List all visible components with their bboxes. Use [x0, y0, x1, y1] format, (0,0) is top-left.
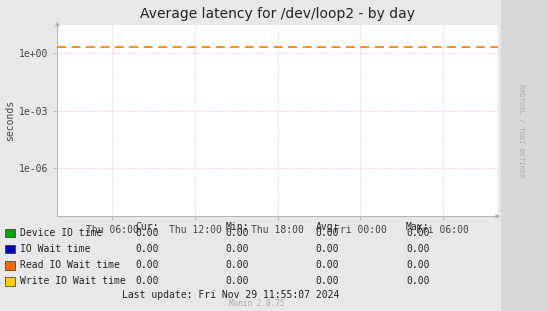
Text: Avg:: Avg:	[316, 222, 339, 232]
Text: 0.00: 0.00	[135, 228, 159, 238]
Text: 0.00: 0.00	[316, 244, 339, 254]
Text: 0.00: 0.00	[406, 260, 429, 270]
Text: IO Wait time: IO Wait time	[20, 244, 90, 254]
Text: 0.00: 0.00	[225, 260, 249, 270]
Text: Max:: Max:	[406, 222, 429, 232]
Text: Min:: Min:	[225, 222, 249, 232]
Text: 0.00: 0.00	[406, 244, 429, 254]
Text: Read IO Wait time: Read IO Wait time	[20, 260, 120, 270]
Text: 0.00: 0.00	[225, 244, 249, 254]
Text: Cur:: Cur:	[135, 222, 159, 232]
Text: 0.00: 0.00	[225, 228, 249, 238]
Title: Average latency for /dev/loop2 - by day: Average latency for /dev/loop2 - by day	[140, 7, 415, 21]
Text: Write IO Wait time: Write IO Wait time	[20, 276, 125, 286]
Y-axis label: seconds: seconds	[5, 100, 15, 141]
Text: Munin 2.0.75: Munin 2.0.75	[229, 299, 285, 308]
Text: 0.00: 0.00	[135, 260, 159, 270]
Text: 0.00: 0.00	[316, 228, 339, 238]
Text: 0.00: 0.00	[406, 228, 429, 238]
Text: 0.00: 0.00	[316, 276, 339, 286]
Text: Last update: Fri Nov 29 11:55:07 2024: Last update: Fri Nov 29 11:55:07 2024	[122, 290, 339, 300]
Text: 0.00: 0.00	[135, 276, 159, 286]
Text: RRDTOOL / TOBI OETIKER: RRDTOOL / TOBI OETIKER	[519, 84, 525, 177]
Text: 0.00: 0.00	[316, 260, 339, 270]
Text: 0.00: 0.00	[406, 276, 429, 286]
Text: 0.00: 0.00	[135, 244, 159, 254]
Text: Device IO time: Device IO time	[20, 228, 102, 238]
Text: 0.00: 0.00	[225, 276, 249, 286]
